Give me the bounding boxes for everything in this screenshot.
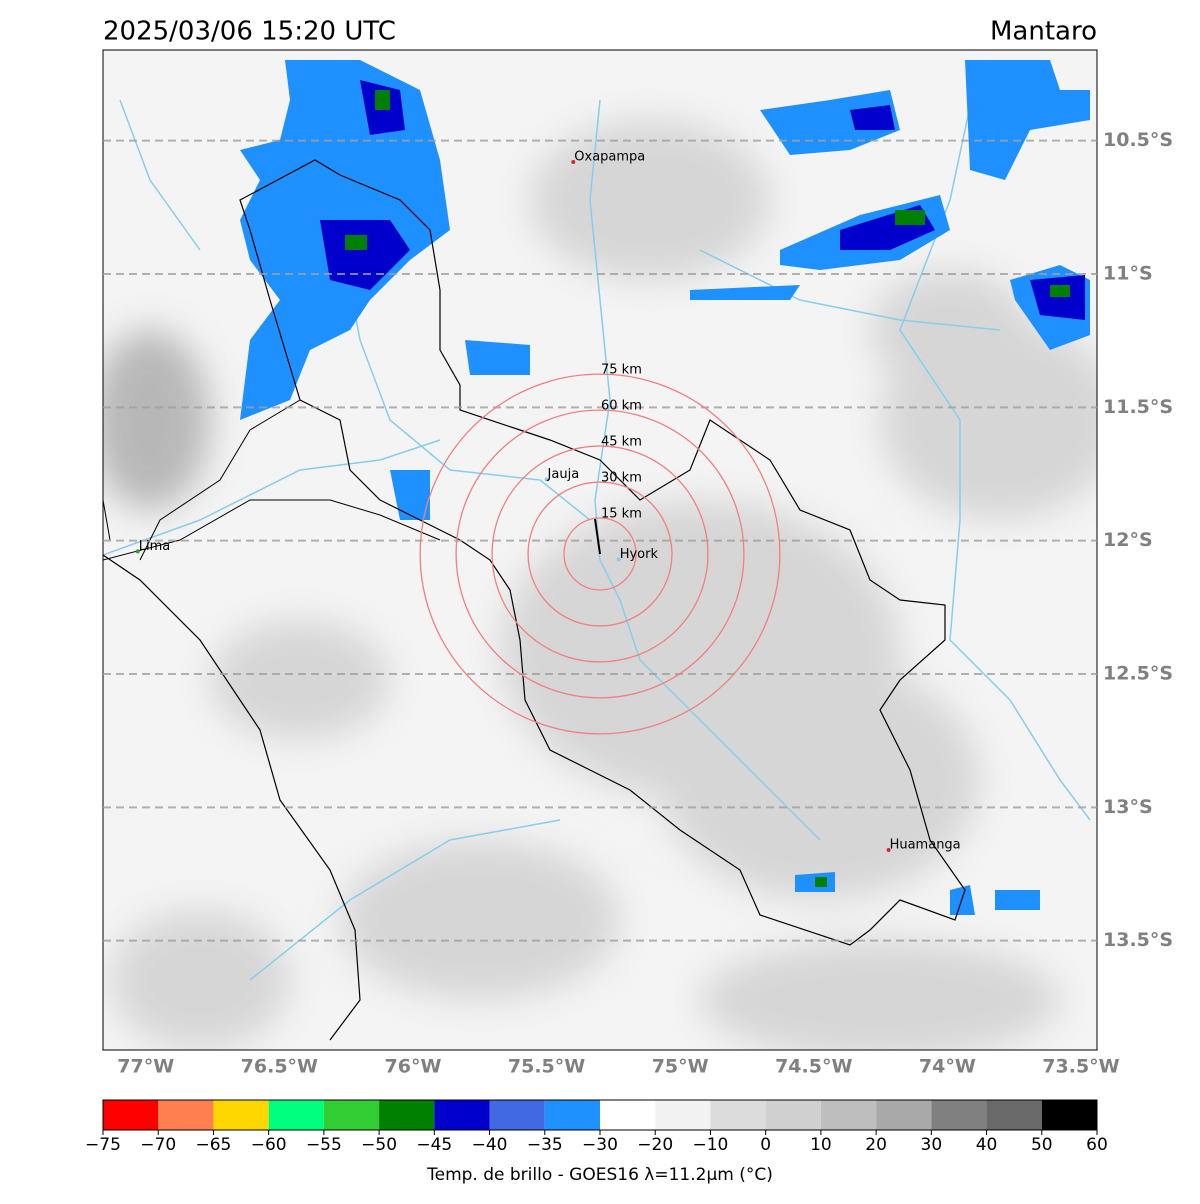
colorbar-segment xyxy=(158,1100,214,1130)
title: 2025/03/06 15:20 UTC xyxy=(103,17,396,47)
map-background xyxy=(103,50,1097,1050)
ring-label: 15 km xyxy=(601,507,642,522)
colorbar-tick-label: 50 xyxy=(1031,1135,1053,1155)
lon-label: 74.5°W xyxy=(775,1056,852,1078)
colorbar-segment xyxy=(931,1100,987,1130)
scan-line xyxy=(594,518,601,555)
range-ring xyxy=(491,445,709,663)
colorbar-tick-label: −20 xyxy=(637,1135,673,1155)
colorbar-tick-label: −35 xyxy=(527,1135,563,1155)
ring-label: 45 km xyxy=(601,435,642,450)
city-label: Jauja xyxy=(547,467,580,482)
colorbar-tick-label: 10 xyxy=(810,1135,832,1155)
colorbar-segment xyxy=(1041,1100,1097,1130)
ring-label: 75 km xyxy=(601,363,642,378)
colorbar-tick-label: 0 xyxy=(760,1135,771,1155)
colorbar-tick-label: −65 xyxy=(195,1135,231,1155)
colorbar-segment xyxy=(655,1100,711,1130)
colorbar-tick-label: −45 xyxy=(416,1135,452,1155)
ring-label: 60 km xyxy=(601,399,642,414)
colorbar-segment xyxy=(544,1100,600,1130)
colorbar-tick-label: 20 xyxy=(865,1135,887,1155)
lon-label: 74°W xyxy=(919,1056,976,1078)
ring-label: 30 km xyxy=(601,471,642,486)
map-frame xyxy=(102,49,1098,1051)
lat-label: 13°S xyxy=(1103,796,1153,818)
colorbar-segment xyxy=(103,1100,159,1130)
region: Mantaro xyxy=(990,17,1097,47)
lon-label: 76.5°W xyxy=(241,1056,318,1078)
colorbar-tick-label: −40 xyxy=(472,1135,508,1155)
lat-label: 11.5°S xyxy=(1103,396,1173,418)
city-marker xyxy=(544,477,549,482)
lon-label: 75.5°W xyxy=(508,1056,585,1078)
city-label: Lima xyxy=(139,539,170,554)
colorbar-segment xyxy=(379,1100,435,1130)
colorbar-tick-label: −75 xyxy=(85,1135,121,1155)
colorbar-tick-label: 60 xyxy=(1086,1135,1108,1155)
lat-label: 13.5°S xyxy=(1103,929,1173,951)
colorbar-tick-label: 30 xyxy=(921,1135,943,1155)
lat-label: 12.5°S xyxy=(1103,663,1173,685)
colorbar-segment xyxy=(710,1100,766,1130)
colorbar-label: Temp. de brillo - GOES16 λ=11.2μm (°C) xyxy=(426,1165,773,1185)
colorbar-tick-label: 40 xyxy=(976,1135,998,1155)
colorbar-segment xyxy=(986,1100,1042,1130)
colorbar-segment xyxy=(268,1100,324,1130)
city-marker xyxy=(571,160,576,164)
colorbar-tick-label: −10 xyxy=(692,1135,728,1155)
range-ring xyxy=(527,481,673,627)
city-marker xyxy=(135,549,140,554)
colorbar-segment xyxy=(820,1100,877,1130)
lon-label: 76°W xyxy=(385,1056,442,1078)
city-marker xyxy=(616,557,621,562)
colorbar-tick-label: −60 xyxy=(251,1135,287,1155)
colorbar-segment xyxy=(876,1100,932,1130)
lon-label: 77°W xyxy=(117,1056,174,1078)
city-label: Hyork xyxy=(620,547,659,562)
colorbar-tick-label: −55 xyxy=(306,1135,342,1155)
city-label: Oxapampa xyxy=(574,150,645,165)
lon-label: 75°W xyxy=(652,1056,709,1078)
colorbar-tick-label: −30 xyxy=(582,1135,618,1155)
overlay: 10.5°S 11°S 11.5°S 12°S 12.5°S 13°S 13.5°S 77°W… xyxy=(85,129,1173,1185)
colorbar-segment xyxy=(434,1100,490,1130)
lon-label: 73.5°W xyxy=(1042,1056,1119,1078)
colorbar-tick-label: −50 xyxy=(361,1135,397,1155)
colorbar-segment xyxy=(489,1100,545,1130)
range-ring xyxy=(455,409,745,699)
lat-label: 11°S xyxy=(1103,263,1153,285)
range-ring xyxy=(419,373,781,735)
colorbar-segment xyxy=(323,1100,380,1130)
lat-label: 10.5°S xyxy=(1103,129,1173,151)
city-marker xyxy=(886,848,891,852)
colorbar-segment xyxy=(600,1100,656,1130)
colorbar-segment xyxy=(213,1100,269,1130)
colorbar-segment xyxy=(765,1100,821,1130)
range-ring xyxy=(563,517,637,591)
colorbar-tick-label: −70 xyxy=(140,1135,176,1155)
city-label: Huamanga xyxy=(890,838,961,853)
lat-label: 12°S xyxy=(1103,529,1153,551)
